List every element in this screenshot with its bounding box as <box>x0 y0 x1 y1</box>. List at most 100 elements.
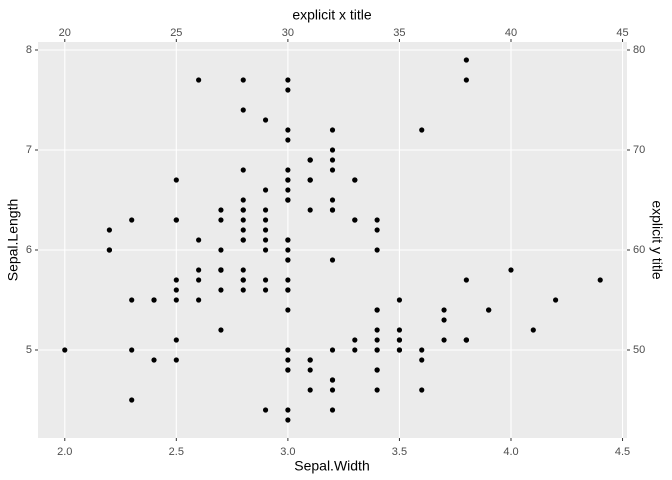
point <box>285 347 291 353</box>
point <box>262 237 269 243</box>
y-tick-label: 5 <box>26 344 32 356</box>
point <box>374 387 380 393</box>
point <box>218 327 224 333</box>
point <box>352 217 358 223</box>
point <box>240 167 246 173</box>
point <box>196 297 202 303</box>
point <box>463 277 469 283</box>
point <box>285 87 291 93</box>
point <box>240 197 246 203</box>
point <box>374 347 380 353</box>
y2-tick-label: 60 <box>633 244 645 256</box>
point <box>285 237 291 243</box>
point <box>329 407 336 413</box>
point <box>262 277 269 283</box>
point <box>106 227 112 233</box>
point <box>218 217 224 223</box>
point <box>262 207 269 213</box>
point <box>151 297 157 303</box>
point <box>285 137 291 143</box>
point <box>129 347 135 353</box>
x2-tick-label: 25 <box>170 27 182 39</box>
x2-axis-title: explicit x title <box>292 7 372 23</box>
point <box>441 337 447 343</box>
point <box>374 247 380 253</box>
point <box>173 217 179 223</box>
point <box>285 417 291 423</box>
point <box>307 207 313 213</box>
point <box>129 217 135 223</box>
point <box>240 107 246 113</box>
point <box>129 297 135 303</box>
point <box>396 337 403 343</box>
y-axis-title: Sepal.Length <box>5 199 21 282</box>
x-tick-label: 2.5 <box>169 446 184 458</box>
point <box>597 277 603 283</box>
point <box>329 127 336 133</box>
point <box>173 277 179 283</box>
point <box>374 327 380 333</box>
x2-tick-label: 40 <box>505 27 517 39</box>
point <box>530 327 536 333</box>
point <box>285 127 291 133</box>
point <box>240 207 246 213</box>
point <box>307 367 313 373</box>
point <box>173 287 179 293</box>
point <box>307 157 313 163</box>
y-tick-label: 6 <box>26 244 32 256</box>
point <box>285 367 291 373</box>
point <box>262 117 269 123</box>
point <box>240 267 246 273</box>
y2-tick-label: 80 <box>633 44 645 56</box>
point <box>396 347 403 353</box>
point <box>285 177 291 183</box>
x-tick-label: 2.0 <box>57 446 72 458</box>
point <box>285 77 291 83</box>
point <box>218 287 224 293</box>
point <box>486 307 492 313</box>
point <box>463 77 469 83</box>
point <box>285 197 291 203</box>
point <box>240 277 246 283</box>
x2-tick-label: 20 <box>59 27 71 39</box>
point <box>262 187 269 193</box>
point <box>173 297 179 303</box>
point <box>196 277 202 283</box>
point <box>173 337 179 343</box>
point <box>329 387 336 393</box>
point <box>173 357 179 363</box>
point <box>262 217 269 223</box>
point <box>218 207 224 213</box>
point <box>329 257 336 263</box>
y-tick-label: 8 <box>26 44 32 56</box>
y2-axis-title: explicit y title <box>649 200 665 280</box>
point <box>196 77 202 83</box>
point <box>307 357 313 363</box>
point <box>374 217 380 223</box>
point <box>285 277 291 283</box>
point <box>285 407 291 413</box>
point <box>196 237 202 243</box>
point <box>285 187 291 193</box>
point <box>374 307 380 313</box>
point <box>240 227 246 233</box>
point <box>329 167 336 173</box>
point <box>262 287 269 293</box>
point <box>285 357 291 363</box>
y2-tick-label: 50 <box>633 344 645 356</box>
point <box>285 167 291 173</box>
point <box>218 267 224 273</box>
point <box>285 247 291 253</box>
y2-tick-label: 70 <box>633 144 645 156</box>
point <box>240 77 246 83</box>
point <box>262 247 269 253</box>
x-tick-label: 3.0 <box>280 446 295 458</box>
point <box>419 347 425 353</box>
point <box>419 127 425 133</box>
point <box>329 157 336 163</box>
point <box>106 247 112 253</box>
point <box>129 397 135 403</box>
point <box>240 217 246 223</box>
point <box>62 347 68 353</box>
